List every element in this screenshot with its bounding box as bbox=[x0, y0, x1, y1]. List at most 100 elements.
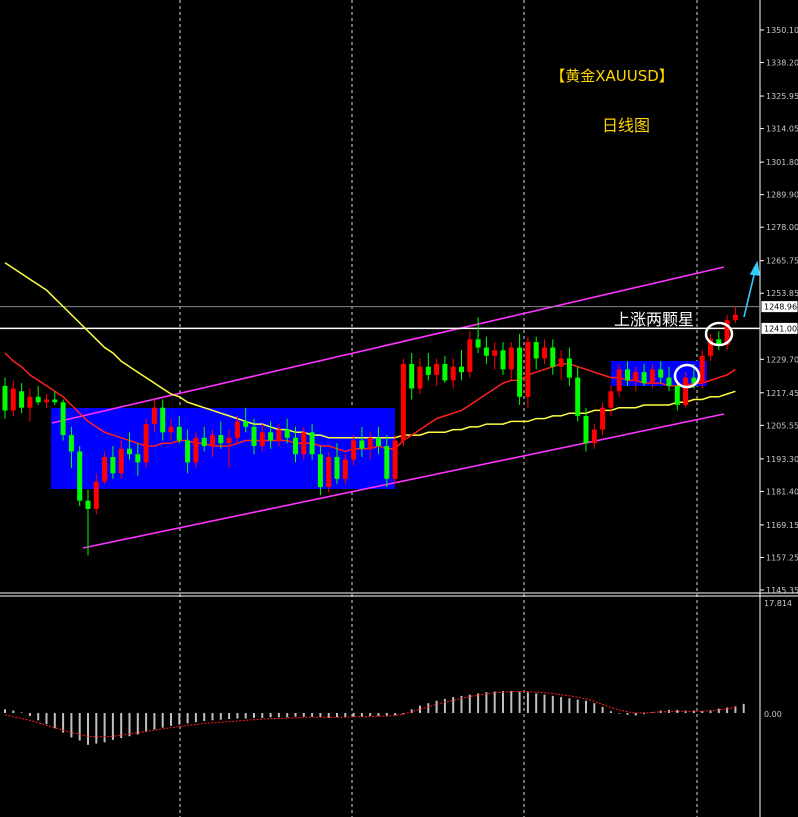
candle bbox=[44, 394, 49, 408]
candle-body bbox=[293, 437, 298, 455]
candle-body bbox=[77, 451, 83, 501]
channel-lower-line bbox=[82, 413, 725, 549]
candle-body bbox=[583, 415, 589, 444]
candle bbox=[60, 399, 66, 441]
candle-body bbox=[674, 385, 680, 405]
candle bbox=[409, 353, 415, 400]
candle-body bbox=[52, 399, 58, 403]
candle bbox=[93, 473, 99, 515]
candle bbox=[542, 339, 547, 364]
candle-body bbox=[127, 448, 132, 455]
candle-body bbox=[434, 363, 440, 375]
candle bbox=[102, 451, 108, 485]
candle bbox=[683, 372, 689, 408]
price-tick-label: 1157.25 bbox=[766, 553, 798, 562]
candle-body bbox=[475, 339, 481, 348]
candle bbox=[351, 435, 357, 466]
candle bbox=[27, 388, 33, 422]
candle-body bbox=[566, 358, 572, 378]
candle-body bbox=[425, 366, 431, 375]
candle-body bbox=[666, 377, 672, 386]
candle bbox=[400, 358, 406, 446]
candle-body bbox=[226, 437, 232, 444]
candle-body bbox=[2, 385, 8, 411]
candle bbox=[234, 415, 240, 444]
candle bbox=[268, 421, 274, 449]
candle bbox=[525, 336, 531, 408]
candle bbox=[168, 418, 174, 441]
macd-tick-zero: 0.00 bbox=[764, 710, 782, 719]
candle-body bbox=[19, 391, 25, 408]
candle-body bbox=[550, 347, 556, 367]
candle-body bbox=[724, 320, 730, 345]
candle-body bbox=[151, 407, 157, 425]
price-tick-label: 1289.90 bbox=[766, 191, 798, 200]
candle-body bbox=[85, 500, 91, 509]
candle bbox=[483, 336, 489, 364]
candle-body bbox=[500, 350, 506, 370]
candle-body bbox=[658, 369, 664, 378]
candle bbox=[384, 435, 390, 488]
candle-body bbox=[268, 432, 274, 441]
candle-body bbox=[641, 372, 647, 384]
candle bbox=[293, 426, 298, 463]
candle-body bbox=[168, 426, 174, 433]
candle bbox=[334, 443, 340, 485]
candle-body bbox=[102, 456, 108, 482]
candle bbox=[442, 355, 448, 384]
candle bbox=[434, 358, 440, 386]
candle-body bbox=[683, 377, 689, 405]
candle bbox=[591, 424, 597, 449]
candle-body bbox=[218, 435, 224, 444]
candle-body bbox=[450, 366, 456, 381]
candle bbox=[68, 426, 74, 468]
candle bbox=[52, 391, 58, 405]
price-label-current: 1248.96 bbox=[764, 303, 797, 312]
candle-body bbox=[118, 448, 124, 474]
price-tick-label: 1338.20 bbox=[766, 59, 798, 68]
candle bbox=[284, 418, 290, 444]
price-tick-label: 1217.45 bbox=[766, 389, 798, 398]
candle bbox=[210, 429, 215, 457]
candle-body bbox=[558, 358, 564, 367]
price-tick-label: 1145.35 bbox=[766, 586, 798, 595]
candle-body bbox=[732, 314, 738, 321]
candle-body bbox=[517, 347, 523, 397]
candle-body bbox=[600, 407, 606, 430]
candle bbox=[583, 407, 589, 452]
annotation-label: 上涨两颗星 bbox=[614, 310, 694, 329]
candle-body bbox=[243, 421, 249, 427]
candle bbox=[716, 331, 722, 351]
candle bbox=[641, 363, 647, 386]
candle-body bbox=[27, 396, 33, 408]
candle bbox=[699, 350, 705, 389]
candle bbox=[118, 440, 124, 479]
candle-body bbox=[234, 421, 240, 438]
candle-body bbox=[392, 440, 398, 479]
candle-body bbox=[591, 429, 597, 444]
channel-upper-line bbox=[51, 266, 725, 424]
price-tick-label: 1314.05 bbox=[766, 125, 798, 134]
candle-body bbox=[193, 437, 199, 463]
candle bbox=[658, 361, 664, 384]
candle bbox=[77, 446, 83, 507]
candle bbox=[2, 377, 8, 419]
chart-subtitle: 日线图 bbox=[602, 116, 650, 135]
candle-body bbox=[259, 432, 265, 446]
candle-body bbox=[483, 347, 489, 356]
candle-body bbox=[176, 426, 182, 441]
candle bbox=[185, 429, 191, 474]
candle bbox=[674, 380, 680, 411]
candle-body bbox=[210, 435, 215, 446]
candle-body bbox=[716, 339, 722, 345]
candle bbox=[317, 446, 323, 496]
candle bbox=[649, 363, 655, 389]
candle-body bbox=[542, 347, 547, 359]
candle bbox=[301, 426, 307, 460]
candle-body bbox=[533, 342, 539, 359]
candle bbox=[666, 366, 672, 392]
candle-body bbox=[201, 437, 207, 446]
candle-body bbox=[351, 440, 357, 460]
candle-body bbox=[492, 350, 498, 356]
